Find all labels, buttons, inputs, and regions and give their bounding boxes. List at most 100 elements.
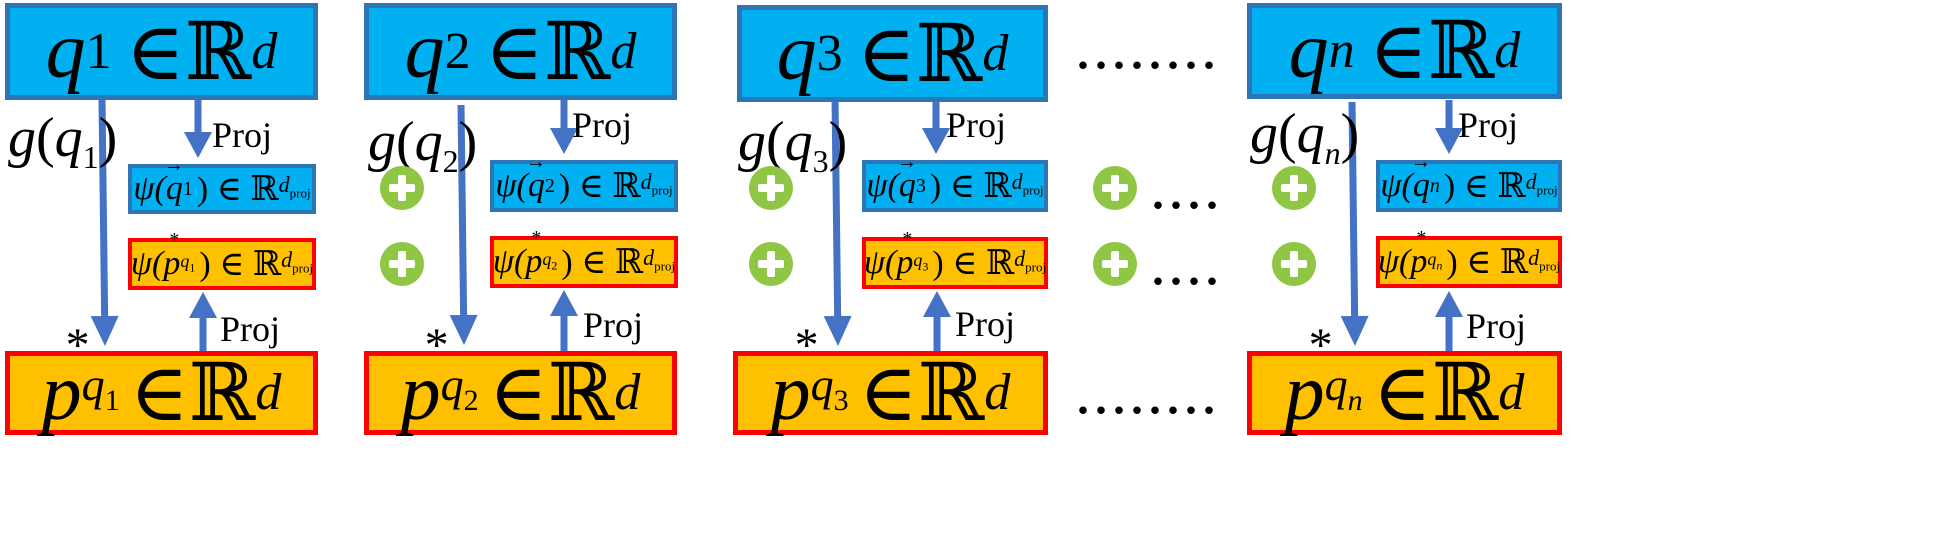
- real-space-symbol: ℝ: [184, 8, 252, 97]
- proj-arrow-up-n: [1435, 291, 1463, 352]
- dimension-dproj: dproj: [278, 171, 311, 201]
- query-index: n: [1324, 135, 1341, 172]
- doc-subscript: q3: [913, 249, 929, 274]
- g-symbol: g: [738, 111, 766, 173]
- proj-label-up: Proj: [583, 305, 644, 345]
- projected-space: ) ∈ ℝ: [558, 168, 641, 205]
- g-symbol: g: [8, 107, 36, 169]
- psi-symbol: ψ(: [495, 167, 528, 204]
- psi-symbol: ψ(: [866, 167, 899, 204]
- proj-arrow-down-3: [922, 100, 950, 154]
- g-arrow-2: [449, 104, 478, 345]
- g-arrow-n: [1340, 101, 1369, 346]
- plus-icon: [749, 242, 793, 286]
- proj-subscript: proj: [1025, 259, 1047, 275]
- doc-index: 3: [922, 259, 929, 274]
- projected-space: ) ∈ ℝ: [196, 171, 279, 208]
- g-symbol: g: [1250, 103, 1278, 165]
- g-arrow-3: [823, 95, 852, 346]
- doc-symbol: p *: [896, 228, 914, 281]
- doc-symbol: p *: [525, 227, 543, 280]
- doc-index: 1: [189, 260, 196, 275]
- proj-subscript: proj: [651, 182, 673, 198]
- plus-icon: [1093, 242, 1137, 286]
- doc-subscript: q2: [440, 358, 479, 418]
- dimension-dproj: dproj: [281, 246, 314, 276]
- query-vector: q →: [163, 154, 184, 207]
- vector-arrow: →: [525, 151, 546, 173]
- vector-arrow: →: [163, 154, 184, 176]
- doc-index: 1: [104, 384, 120, 418]
- element-of-symbol: ∈: [1372, 350, 1432, 438]
- element-of-symbol: ∈: [484, 8, 544, 97]
- g-function-label-3: g(q3): [738, 111, 848, 180]
- g-symbol: g: [368, 111, 396, 173]
- real-space-symbol: ℝ: [543, 8, 611, 97]
- query-symbol: q: [414, 111, 443, 173]
- doc-index: 3: [833, 384, 849, 418]
- dimension-dproj: dproj: [1014, 245, 1047, 275]
- proj-label-down: Proj: [1458, 105, 1519, 145]
- star-symbol: *: [65, 318, 90, 372]
- psi-symbol: ψ(: [1380, 167, 1413, 204]
- query-symbol: q: [404, 7, 445, 95]
- dimension-dproj: dproj: [1528, 244, 1561, 274]
- doc-index: n: [1436, 258, 1443, 273]
- doc-subscript: q1: [81, 358, 120, 418]
- star-symbol: *: [531, 227, 542, 249]
- real-space-symbol: ℝ: [1431, 350, 1499, 438]
- dimension-dproj: dproj: [1011, 168, 1044, 198]
- proj-arrow-down-n: [1435, 100, 1463, 154]
- query-vector: q →: [1410, 151, 1431, 204]
- g-function-label-1: g(q1): [8, 107, 118, 176]
- element-of-symbol: ∈: [856, 10, 916, 99]
- element-of-symbol: ∈: [858, 350, 918, 438]
- ellipsis-short: ....: [1150, 151, 1222, 222]
- vector-arrow: →: [1410, 151, 1431, 173]
- element-of-symbol: ∈: [488, 350, 548, 438]
- query-symbol: q: [1288, 6, 1329, 95]
- query-symbol: q: [1296, 103, 1325, 165]
- dimension-dproj: dproj: [640, 168, 673, 198]
- ellipsis-long: ........: [1075, 356, 1219, 427]
- proj-subscript: proj: [1539, 258, 1561, 274]
- doc-index: 2: [463, 384, 479, 418]
- query-symbol: q: [784, 111, 813, 173]
- star-symbol: *: [902, 228, 913, 250]
- doc-index: n: [1347, 384, 1363, 418]
- psi-symbol: ψ(: [130, 245, 164, 282]
- plus-icon: [1272, 166, 1316, 210]
- element-of-symbol: ∈: [129, 350, 189, 438]
- ellipsis-short: ....: [1150, 227, 1222, 298]
- vector-arrow: →: [896, 151, 917, 173]
- proj-arrow-down-2: [550, 100, 578, 154]
- real-space-symbol: ℝ: [547, 350, 615, 438]
- doc-subscript: q1: [180, 250, 196, 275]
- proj-label-up: Proj: [1466, 306, 1527, 346]
- doc-subscript: qn: [1427, 248, 1443, 273]
- doc-subscript: qn: [1324, 358, 1363, 418]
- proj-subscript: proj: [1022, 182, 1044, 198]
- projected-space: ) ∈ ℝ: [1443, 168, 1526, 205]
- doc-symbol: p *: [1284, 318, 1333, 437]
- query-vector: q →: [896, 151, 917, 204]
- plus-icon: [749, 166, 793, 210]
- proj-label-down: Proj: [212, 115, 273, 155]
- psi-symbol: ψ(: [492, 243, 526, 280]
- plus-icon: [1093, 166, 1137, 210]
- projected-space: ) ∈ ℝ: [929, 168, 1012, 205]
- query-symbol: q: [45, 7, 86, 95]
- star-symbol: *: [424, 318, 449, 372]
- doc-subscript: q2: [542, 248, 558, 273]
